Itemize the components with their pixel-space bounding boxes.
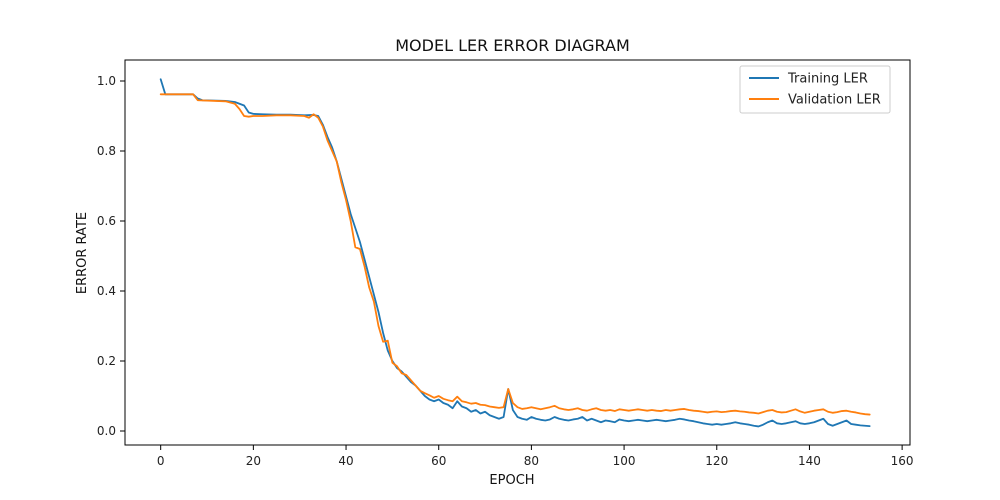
plot-frame xyxy=(124,59,911,446)
y-tick-label: 0.8 xyxy=(97,144,116,158)
x-axis-title: EPOCH xyxy=(489,473,534,488)
x-tick-group: 0 20 40 60 80 100 120 140 160 xyxy=(157,445,914,468)
validation-ler-line xyxy=(159,93,871,416)
x-tick-label: 140 xyxy=(798,454,821,468)
x-tick-label: 60 xyxy=(431,454,446,468)
chart-title: MODEL LER ERROR DIAGRAM xyxy=(395,36,630,55)
y-tick-label: 0.6 xyxy=(97,214,116,228)
legend: Training LER Validation LER xyxy=(739,65,891,114)
legend-label-validation: Validation LER xyxy=(788,93,881,108)
y-axis-title: ERROR RATE xyxy=(75,212,90,294)
training-ler-line xyxy=(159,78,871,428)
x-tick-label: 0 xyxy=(157,454,165,468)
x-tick-label: 80 xyxy=(524,454,539,468)
y-tick-label: 0.4 xyxy=(97,284,116,298)
x-tick-label: 100 xyxy=(613,454,636,468)
y-tick-label: 0.2 xyxy=(97,354,116,368)
x-tick-label: 160 xyxy=(891,454,914,468)
legend-label-training: Training LER xyxy=(787,72,868,87)
x-tick-label: 20 xyxy=(246,454,261,468)
x-tick-label: 120 xyxy=(705,454,728,468)
series-group xyxy=(159,78,871,428)
y-tick-group: 0.0 0.2 0.4 0.6 0.8 1.0 xyxy=(97,74,125,438)
y-tick-label: 0.0 xyxy=(97,424,116,438)
y-tick-label: 1.0 xyxy=(97,74,116,88)
x-tick-label: 40 xyxy=(338,454,353,468)
axes-group xyxy=(124,59,911,446)
